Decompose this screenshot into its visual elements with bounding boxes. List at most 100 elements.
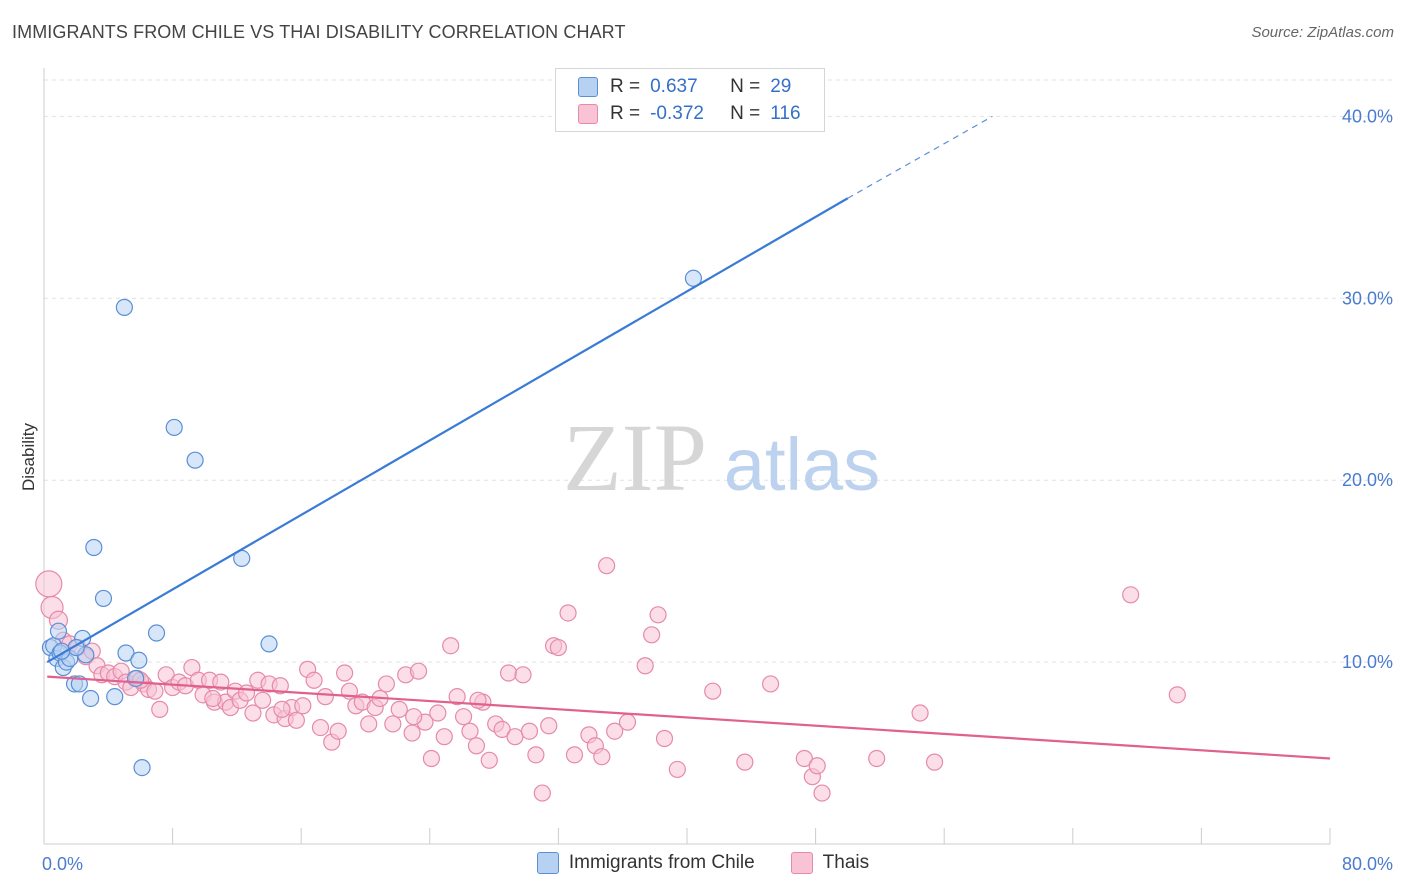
watermark-zip: ZIP: [563, 404, 707, 511]
thais-point: [606, 722, 624, 740]
chile-point: [85, 538, 103, 557]
y-tick-label: 30.0%: [1342, 288, 1393, 308]
thais-point: [273, 700, 291, 718]
chart-source: Source: ZipAtlas.com: [1251, 24, 1394, 41]
series-label-thais: Thais: [822, 852, 870, 873]
x-tick-label: 80.0%: [1342, 854, 1393, 874]
thais-point: [448, 688, 466, 706]
thais-point: [237, 684, 256, 702]
correlation-legend: R = 0.637 N = 29 R = -0.372 N = 116: [555, 68, 825, 132]
chile-point: [260, 635, 278, 653]
thais-point: [469, 691, 487, 709]
thais-point: [151, 700, 169, 718]
chile-point: [684, 269, 703, 287]
thais-point: [461, 722, 479, 740]
thais-point: [643, 626, 661, 644]
thais-point: [593, 748, 611, 766]
watermark-atlas: atlas: [724, 423, 880, 506]
thais-point: [736, 753, 754, 771]
thais-point: [813, 784, 831, 802]
thais-point: [559, 604, 577, 622]
thais-point: [514, 666, 532, 684]
thais-point: [336, 664, 354, 682]
thais-point: [549, 638, 568, 657]
thais-point: [435, 728, 453, 746]
chile-point: [147, 624, 166, 642]
chile-point: [127, 669, 145, 688]
series-legend: Immigrants from Chile Thais: [0, 852, 1406, 874]
thais-point: [403, 724, 421, 742]
chile-point: [130, 651, 148, 669]
series-legend-chile: Immigrants from Chile: [536, 852, 755, 874]
legend-row-thais: R = -0.372 N = 116: [578, 101, 801, 127]
thais-point: [598, 557, 616, 575]
thais-point: [422, 749, 441, 768]
legend-r-label: R =: [610, 76, 641, 97]
y-tick-label: 40.0%: [1342, 106, 1393, 126]
legend-n-value: 116: [770, 103, 801, 124]
thais-point: [499, 664, 518, 682]
thais-point: [925, 753, 944, 771]
thais-point: [467, 737, 486, 755]
thais-point: [244, 704, 262, 722]
chile-point: [186, 451, 204, 469]
thais-point: [520, 722, 539, 740]
y-axis-label: Disability: [19, 422, 38, 491]
thais-point: [329, 722, 347, 740]
thais-point: [384, 715, 402, 733]
thais-point: [1168, 686, 1186, 704]
thais-point: [212, 673, 230, 691]
thais-point: [454, 708, 473, 726]
legend-r-value: 0.637: [650, 76, 698, 97]
legend-row-chile: R = 0.637 N = 29: [578, 74, 791, 100]
thais-point: [480, 751, 498, 769]
thais-point: [204, 689, 222, 708]
legend-swatch-chile: [578, 77, 598, 97]
chile-point: [133, 758, 151, 777]
series-swatch-thais: [790, 852, 813, 874]
thais-point: [294, 697, 312, 715]
thais-point: [360, 715, 378, 733]
series-label-chile: Immigrants from Chile: [568, 852, 755, 873]
thais-point: [565, 746, 584, 764]
chile-point: [165, 418, 183, 437]
thais-point: [704, 682, 722, 700]
thais-point: [287, 711, 305, 729]
series-legend-thais: Thais: [790, 852, 870, 874]
trend-lines: [46, 115, 1331, 760]
thais-point: [305, 671, 323, 689]
thais-point: [254, 691, 272, 709]
thais-point: [911, 704, 929, 722]
thais-points: [35, 557, 1186, 802]
thais-point: [668, 760, 686, 779]
thais-point: [540, 717, 558, 735]
x-tick-label: 0.0%: [42, 854, 83, 874]
chile-point: [117, 644, 135, 662]
thais-point: [533, 784, 551, 802]
thais-point: [405, 708, 423, 726]
chile-point: [82, 689, 100, 708]
thais-point: [442, 637, 460, 655]
thais-point: [527, 746, 545, 764]
legend-swatch-thais: [578, 104, 598, 124]
thais-point: [1122, 586, 1140, 604]
series-swatch-chile: [536, 852, 559, 874]
chile-trend-extension: [847, 115, 993, 199]
thais-point: [493, 720, 511, 739]
legend-r-value: -0.372: [650, 103, 704, 124]
chile-trend-line: [46, 197, 849, 664]
thais-point: [377, 675, 395, 693]
chile-point: [94, 589, 113, 608]
thais-point: [316, 688, 334, 706]
axes: [43, 68, 1331, 845]
thais-point: [146, 682, 164, 700]
thais-point: [808, 757, 826, 775]
thais-trend-line: [47, 675, 1331, 760]
chile-point: [115, 298, 133, 316]
thais-point: [655, 729, 674, 748]
thais-point: [868, 749, 886, 768]
legend-n-label: N =: [730, 103, 761, 124]
thais-point: [649, 606, 667, 624]
thais-point: [795, 749, 813, 768]
thais-point: [636, 657, 654, 675]
